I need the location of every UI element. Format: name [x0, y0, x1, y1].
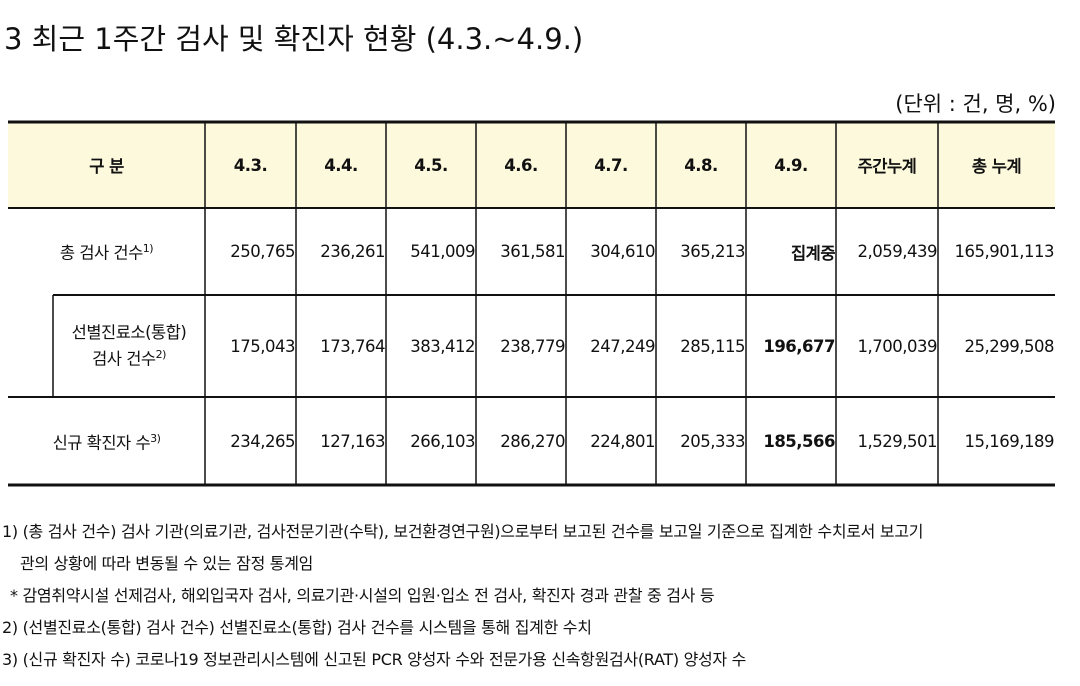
table-cell: 361,581 [500, 242, 565, 261]
table-cell: 127,163 [320, 431, 385, 451]
row-label-line: 선별진료소(통합) [72, 322, 187, 344]
column-header: 4.5. [414, 155, 448, 175]
table-cell: 173,764 [320, 336, 385, 356]
table-cell: 383,412 [410, 336, 475, 356]
footnote-mark: 3) [150, 431, 161, 445]
column-header: 4.6. [504, 155, 538, 175]
table-cell: 365,213 [680, 242, 745, 261]
table-cell: 165,901,113 [954, 242, 1055, 261]
row-label: 신규 확진자 수3) [8, 397, 205, 485]
row-label: 총 검사 건수1) [8, 208, 205, 295]
column-header: 4.3. [233, 155, 268, 175]
table-cell: 250,765 [230, 242, 295, 261]
footnote: 1) (총 검사 건수) 검사 기관(의료기관, 검사전문기관(수탁), 보건환… [2, 522, 924, 541]
table-cell: 15,169,189 [964, 431, 1055, 451]
column-header: 4.8. [684, 155, 718, 175]
footnote: 관의 상황에 따라 변동될 수 있는 잠정 통계임 [20, 554, 314, 573]
label-text: 선별진료소(통합) [71, 322, 187, 342]
column-header: 총 누계 [971, 157, 1022, 176]
row-label: 선별진료소(통합) 검사 건수2) [53, 295, 205, 397]
header-bg [8, 122, 1055, 208]
footnote: * 감염취약시설 선제검사, 해외입국자 검사, 의료기관·시설의 입원·입소 … [10, 586, 715, 605]
grid [8, 120, 1055, 487]
table-cell: 1,529,501 [857, 431, 938, 451]
table-cell: 25,299,508 [964, 336, 1055, 356]
table-cell: 286,270 [500, 431, 565, 451]
title: 3 최근 1주간 검사 및 확진자 현황 (4.3.~4.9.) [4, 22, 584, 56]
table-cell: 541,009 [410, 242, 475, 261]
column-header: 4.7. [594, 155, 628, 175]
footnote-mark: 2) [155, 347, 167, 361]
table-cell: 집계중 [790, 243, 836, 263]
footnote-mark: 1) [142, 242, 154, 256]
column-header: 주간누계 [857, 157, 917, 176]
unit: (단위 : 건, 명, %) [895, 92, 1056, 116]
table-cell: 238,779 [500, 336, 565, 356]
table-cell: 247,249 [590, 336, 655, 356]
footnote: 3) (신규 확진자 수) 코로나19 정보관리시스템에 신고된 PCR 양성자… [2, 650, 747, 669]
table-cell: 175,043 [230, 336, 295, 356]
column-header: 4.9. [774, 155, 808, 175]
table-cell: 224,801 [590, 431, 655, 451]
table-cell: 185,566 [763, 431, 835, 451]
table-cell: 285,115 [680, 336, 745, 356]
label-text: 검사 건수 [92, 349, 156, 369]
table-cell: 2,059,439 [857, 242, 938, 261]
row-label-line: 검사 건수2) [92, 344, 166, 371]
label-text: 총 검사 건수 [59, 243, 143, 263]
row-label-line: 신규 확진자 수3) [53, 428, 161, 455]
table-cell: 205,333 [680, 431, 745, 451]
column-header: 구 분 [89, 157, 124, 176]
table-cell: 266,103 [410, 431, 475, 451]
table-cell: 304,610 [590, 242, 655, 261]
table-cell: 1,700,039 [857, 336, 938, 356]
footnote: 2) (선별진료소(통합) 검사 건수) 선별진료소(통합) 검사 건수를 시스… [2, 618, 592, 637]
row-label-line: 총 검사 건수1) [59, 238, 154, 265]
column-header: 4.4. [324, 155, 358, 175]
table-cell: 236,261 [320, 242, 385, 261]
label-text: 신규 확진자 수 [52, 433, 151, 453]
table-cell: 196,677 [763, 336, 835, 356]
table-cell: 234,265 [230, 431, 295, 451]
